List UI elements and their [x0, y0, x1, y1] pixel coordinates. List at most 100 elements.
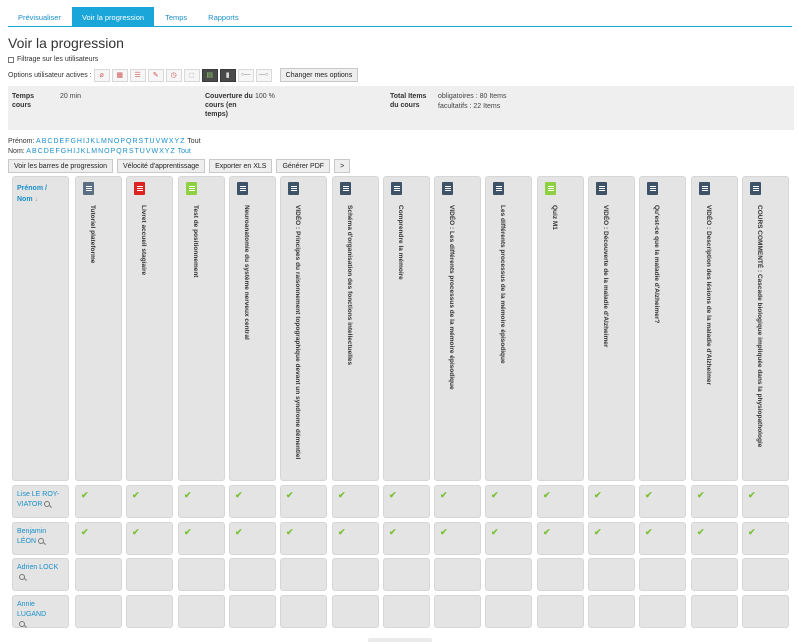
prenom-letter-l[interactable]: L: [96, 138, 100, 145]
progress-cell[interactable]: ✔: [537, 485, 584, 518]
prenom-letter-s[interactable]: S: [138, 138, 144, 145]
nom-letter-w[interactable]: W: [151, 148, 159, 155]
tab-rapports[interactable]: Rapports: [208, 13, 239, 22]
progress-cell[interactable]: ✔: [485, 522, 532, 555]
prenom-letter-j[interactable]: J: [85, 138, 90, 145]
scroll-handle[interactable]: [368, 638, 432, 642]
user-link[interactable]: Adrien LOCK: [17, 564, 59, 571]
column-header[interactable]: Qu'est-ce que la maladie d'Alzheimer?: [639, 176, 686, 481]
column-header[interactable]: Tutoriel plateforme: [75, 176, 122, 481]
progress-cell[interactable]: ✔: [75, 522, 122, 555]
column-header[interactable]: Les différents processus de la mémoire é…: [485, 176, 532, 481]
prenom-letter-q[interactable]: Q: [126, 138, 132, 145]
nom-letter-e[interactable]: E: [49, 148, 55, 155]
progress-cell[interactable]: [588, 595, 635, 628]
prenom-letter-y[interactable]: Y: [174, 138, 180, 145]
progress-cell[interactable]: ✔: [742, 522, 789, 555]
prenom-letter-p[interactable]: P: [120, 138, 126, 145]
progress-cell[interactable]: ✔: [332, 522, 379, 555]
nom-letter-f[interactable]: F: [55, 148, 60, 155]
nom-letter-k[interactable]: K: [80, 148, 86, 155]
nom-letter-q[interactable]: Q: [116, 148, 122, 155]
progress-cell[interactable]: [383, 558, 430, 591]
filter-toggle-row[interactable]: Filtrage sur les utilisateurs: [8, 56, 98, 63]
progress-cell[interactable]: ✔: [383, 485, 430, 518]
user-link-line2[interactable]: LÉON: [17, 538, 37, 545]
progress-cell[interactable]: ✔: [126, 522, 173, 555]
progress-cell[interactable]: ✔: [434, 485, 481, 518]
progress-cell[interactable]: [742, 558, 789, 591]
nom-letter-v[interactable]: V: [145, 148, 151, 155]
progress-cell[interactable]: ✔: [485, 485, 532, 518]
search-icon[interactable]: [38, 538, 45, 545]
nom-sort[interactable]: Nom ↓: [17, 196, 39, 203]
list-icon[interactable]: ☰: [129, 68, 146, 82]
progress-cell[interactable]: [178, 558, 225, 591]
progress-cell[interactable]: ✔: [280, 522, 327, 555]
progress-cell[interactable]: [588, 558, 635, 591]
progress-cell[interactable]: ✔: [178, 485, 225, 518]
table-icon[interactable]: ▤: [201, 68, 218, 82]
clock-icon[interactable]: ◷: [165, 68, 182, 82]
progress-bars-button[interactable]: Voir les barres de progression: [8, 159, 113, 173]
edit-icon[interactable]: ✎: [147, 68, 164, 82]
progress-cell[interactable]: ✔: [332, 485, 379, 518]
progress-cell[interactable]: ✔: [639, 485, 686, 518]
prenom-letter-i[interactable]: I: [82, 138, 85, 145]
progress-cell[interactable]: ✔: [691, 485, 738, 518]
prenom-letter-t[interactable]: T: [144, 138, 149, 145]
prenom-letter-k[interactable]: K: [90, 138, 96, 145]
velocity-button[interactable]: Vélocité d'apprentissage: [117, 159, 206, 173]
progress-cell[interactable]: [75, 558, 122, 591]
prenom-letter-r[interactable]: R: [132, 138, 138, 145]
prenom-letter-n[interactable]: N: [107, 138, 113, 145]
prenom-letter-v[interactable]: V: [155, 138, 161, 145]
nom-letter-p[interactable]: P: [110, 148, 116, 155]
prenom-all[interactable]: Tout: [187, 138, 201, 145]
user-link-line2[interactable]: VIATOR: [17, 501, 43, 508]
progress-cell[interactable]: ✔: [588, 522, 635, 555]
nom-letter-o[interactable]: O: [104, 148, 110, 155]
progress-cell[interactable]: [691, 595, 738, 628]
progress-cell[interactable]: ✔: [434, 522, 481, 555]
export-xls-button[interactable]: Exporter en XLS: [209, 159, 273, 173]
prenom-sort[interactable]: Prénom /: [17, 185, 47, 192]
progress-cell[interactable]: [229, 558, 276, 591]
column-header[interactable]: Livret accueil stagiaire: [126, 176, 173, 481]
nom-letter-s[interactable]: S: [128, 148, 134, 155]
progress-cell[interactable]: [332, 558, 379, 591]
tab-temps[interactable]: Temps: [165, 13, 188, 22]
column-header[interactable]: Test de positionnement: [178, 176, 225, 481]
nom-letter-n[interactable]: N: [98, 148, 104, 155]
progress-cell[interactable]: [126, 595, 173, 628]
column-header[interactable]: COURS COMMENTÉ : Cascade biologique impl…: [742, 176, 789, 481]
name-sort-header[interactable]: Prénom / Nom ↓: [12, 176, 69, 481]
progress-cell[interactable]: [178, 595, 225, 628]
prenom-letter-d[interactable]: D: [53, 138, 59, 145]
nom-letter-y[interactable]: Y: [164, 148, 170, 155]
prenom-letter-c[interactable]: C: [47, 138, 53, 145]
prenom-letter-z[interactable]: Z: [180, 138, 185, 145]
nom-letter-z[interactable]: Z: [170, 148, 175, 155]
progress-cell[interactable]: ✔: [229, 522, 276, 555]
column-header[interactable]: VIDÉO : Principes du raisonnement topogr…: [280, 176, 327, 481]
prenom-letter-w[interactable]: W: [161, 138, 168, 145]
column-header[interactable]: Neuroanatomie du système nerveux central: [229, 176, 276, 481]
progress-cell[interactable]: [383, 595, 430, 628]
column-header[interactable]: Quiz M1: [537, 176, 584, 481]
progress-cell[interactable]: [485, 595, 532, 628]
column-header[interactable]: Schéma d'organisation des fonctions inte…: [332, 176, 379, 481]
progress-cell[interactable]: [280, 595, 327, 628]
progress-cell[interactable]: [537, 558, 584, 591]
prenom-letter-o[interactable]: O: [113, 138, 120, 145]
progress-cell[interactable]: ✔: [537, 522, 584, 555]
tab-voir-la-progression[interactable]: Voir la progression: [71, 7, 155, 27]
prenom-letter-u[interactable]: U: [149, 138, 155, 145]
search-icon[interactable]: [19, 621, 25, 628]
nom-letter-r[interactable]: R: [122, 148, 128, 155]
nom-letter-t[interactable]: T: [134, 148, 139, 155]
nom-letter-g[interactable]: G: [60, 148, 67, 155]
prenom-letter-f[interactable]: F: [65, 138, 70, 145]
progress-cell[interactable]: ✔: [75, 485, 122, 518]
nom-letter-c[interactable]: C: [37, 148, 43, 155]
